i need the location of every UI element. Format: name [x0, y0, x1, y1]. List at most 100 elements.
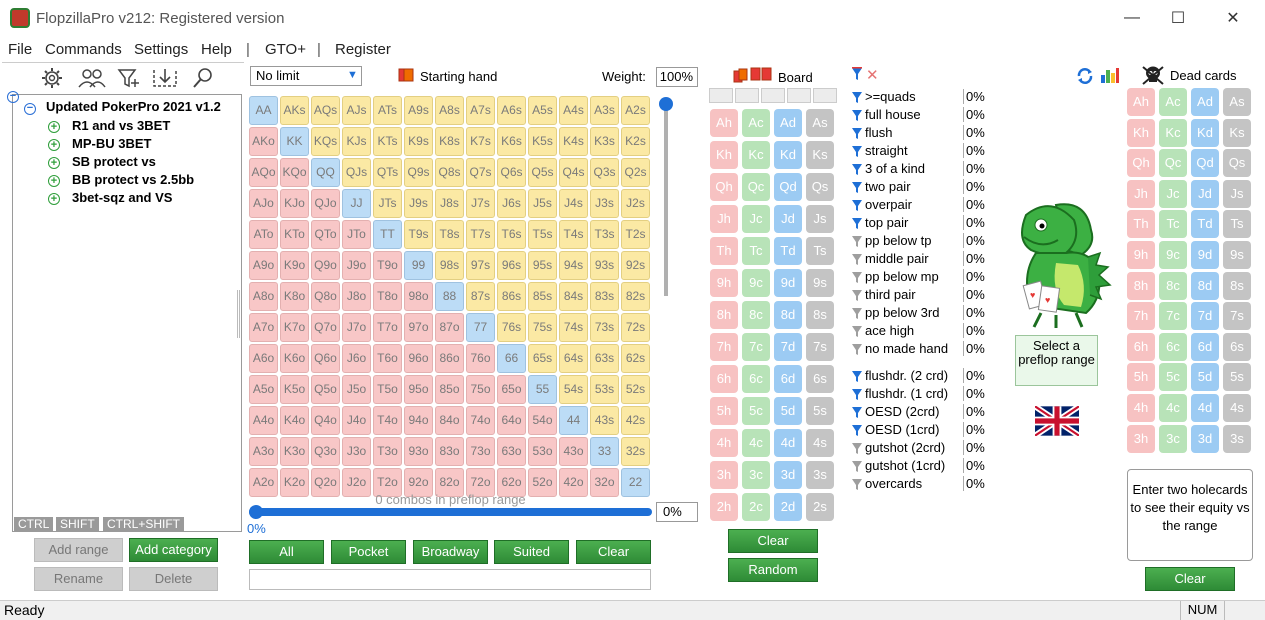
dead-card[interactable]: Ts: [1223, 210, 1251, 239]
hand-cell[interactable]: 32o: [590, 468, 619, 497]
board-card[interactable]: 4d: [774, 429, 802, 457]
board-card[interactable]: 9c: [742, 269, 770, 297]
menu-settings[interactable]: Settings: [134, 41, 189, 58]
dead-card[interactable]: Ah: [1127, 88, 1155, 116]
dead-card[interactable]: 7d: [1191, 302, 1219, 331]
dead-card[interactable]: 6c: [1159, 332, 1187, 361]
hand-cell[interactable]: 95s: [528, 251, 557, 280]
hand-cell[interactable]: 42s: [621, 406, 650, 435]
tree-item[interactable]: MP-BU 3BET: [72, 136, 152, 151]
hand-cell[interactable]: K6o: [280, 344, 309, 373]
hand-cell[interactable]: 22: [621, 468, 650, 497]
board-card[interactable]: Qc: [742, 173, 770, 201]
dead-card[interactable]: Td: [1191, 210, 1219, 239]
board-card[interactable]: 2c: [742, 493, 770, 521]
dead-card[interactable]: Qc: [1159, 149, 1187, 178]
hand-cell[interactable]: T8o: [373, 282, 402, 311]
hand-cell[interactable]: J2s: [621, 189, 650, 218]
hand-cell[interactable]: 77: [466, 313, 495, 342]
board-card[interactable]: 5s: [806, 397, 834, 425]
menu-commands[interactable]: Commands: [45, 41, 122, 58]
hand-cell[interactable]: ATs: [373, 96, 402, 125]
board-card[interactable]: Ts: [806, 237, 834, 265]
hand-cell[interactable]: AKo: [249, 127, 278, 156]
board-card[interactable]: 2h: [710, 493, 738, 521]
board-card[interactable]: Kd: [774, 141, 802, 169]
add-range-button[interactable]: Add range: [34, 538, 123, 562]
board-slot[interactable]: [735, 88, 759, 103]
hand-cell[interactable]: K5o: [280, 375, 309, 404]
board-card[interactable]: Td: [774, 237, 802, 265]
hand-cell[interactable]: A3s: [590, 96, 619, 125]
filter-icon[interactable]: [851, 406, 863, 418]
hand-cell[interactable]: T5s: [528, 220, 557, 249]
dead-card[interactable]: 5h: [1127, 363, 1155, 392]
hand-cell[interactable]: JTo: [342, 220, 371, 249]
filter-icon[interactable]: [851, 289, 863, 301]
hand-cell[interactable]: A3o: [249, 437, 278, 466]
hand-cell[interactable]: Q9s: [404, 158, 433, 187]
hand-cell[interactable]: 63s: [590, 344, 619, 373]
hand-cell[interactable]: QQ: [311, 158, 340, 187]
hand-cell[interactable]: 43s: [590, 406, 619, 435]
expand-icon[interactable]: +: [48, 154, 65, 169]
dead-card[interactable]: 8d: [1191, 271, 1219, 300]
hand-cell[interactable]: 93o: [404, 437, 433, 466]
board-card[interactable]: 4s: [806, 429, 834, 457]
dead-card[interactable]: 7c: [1159, 302, 1187, 331]
hand-cell[interactable]: Q3o: [311, 437, 340, 466]
dead-card[interactable]: 6s: [1223, 332, 1251, 361]
stat-label[interactable]: ace high: [865, 323, 915, 338]
hand-cell[interactable]: 52s: [621, 375, 650, 404]
board-card[interactable]: 3d: [774, 461, 802, 489]
stat-label[interactable]: pp below mp: [865, 269, 939, 284]
filter-icon[interactable]: [851, 271, 863, 283]
board-card[interactable]: Qd: [774, 173, 802, 201]
hand-cell[interactable]: 53s: [590, 375, 619, 404]
hand-cell[interactable]: Q5s: [528, 158, 557, 187]
board-card[interactable]: 5h: [710, 397, 738, 425]
dead-card[interactable]: As: [1223, 88, 1251, 116]
dead-card[interactable]: 4c: [1159, 394, 1187, 422]
hand-cell[interactable]: 73s: [590, 313, 619, 342]
stat-label[interactable]: two pair: [865, 179, 911, 194]
gear-icon[interactable]: [39, 66, 65, 90]
dead-card[interactable]: Qs: [1223, 149, 1251, 178]
hand-cell[interactable]: 97o: [404, 313, 433, 342]
hand-cell[interactable]: K4s: [559, 127, 588, 156]
hand-cell[interactable]: A6s: [497, 96, 526, 125]
hand-cell[interactable]: AA: [249, 96, 278, 125]
board-card[interactable]: 3h: [710, 461, 738, 489]
hand-cell[interactable]: 95o: [404, 375, 433, 404]
hand-cell[interactable]: Q9o: [311, 251, 340, 280]
percent-slider-handle[interactable]: [249, 505, 263, 519]
filter-icon[interactable]: [851, 460, 863, 472]
hand-cell[interactable]: Q4s: [559, 158, 588, 187]
hand-cell[interactable]: K8s: [435, 127, 464, 156]
minimize-button[interactable]: —: [1124, 9, 1140, 26]
hand-cell[interactable]: 85o: [435, 375, 464, 404]
filter-plus-icon[interactable]: [116, 66, 142, 90]
weight-slider-track[interactable]: [664, 100, 668, 296]
menu-help[interactable]: Help: [201, 41, 232, 58]
dead-card[interactable]: 9d: [1191, 241, 1219, 269]
users-icon[interactable]: [76, 66, 108, 90]
hand-cell[interactable]: KTs: [373, 127, 402, 156]
stat-label[interactable]: full house: [865, 107, 921, 122]
shift-modifier[interactable]: SHIFT: [56, 517, 99, 532]
refresh-icon[interactable]: [1076, 67, 1094, 85]
hand-cell[interactable]: A8o: [249, 282, 278, 311]
dead-card[interactable]: Js: [1223, 179, 1251, 208]
board-card[interactable]: Kh: [710, 141, 738, 169]
hand-cell[interactable]: A9s: [404, 96, 433, 125]
hand-cell[interactable]: A4s: [559, 96, 588, 125]
board-card[interactable]: 3c: [742, 461, 770, 489]
clear-filter-icon[interactable]: ✕: [866, 67, 879, 84]
all-button[interactable]: All: [249, 540, 324, 564]
filter-icon[interactable]: [851, 109, 863, 121]
stat-label[interactable]: OESD (1crd): [865, 422, 940, 437]
hand-cell[interactable]: Q7o: [311, 313, 340, 342]
hand-cell[interactable]: A7o: [249, 313, 278, 342]
hand-cell[interactable]: J7o: [342, 313, 371, 342]
board-card[interactable]: 7d: [774, 333, 802, 361]
